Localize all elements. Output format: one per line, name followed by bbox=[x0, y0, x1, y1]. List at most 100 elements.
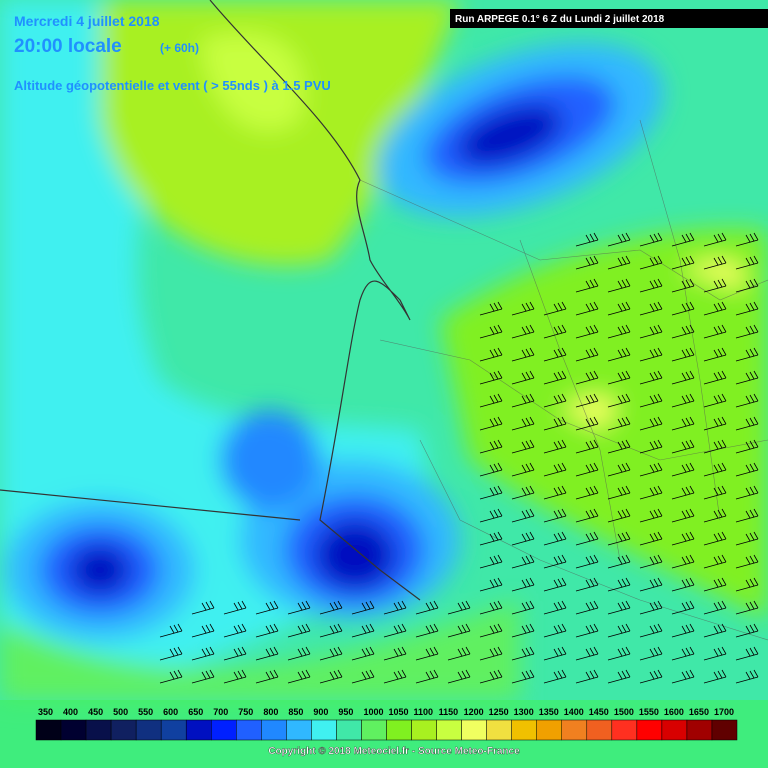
wind-barb bbox=[479, 324, 503, 339]
legend-swatch bbox=[35, 719, 62, 741]
wind-barb bbox=[287, 623, 311, 638]
legend-swatch bbox=[236, 719, 262, 741]
legend-swatch bbox=[536, 719, 563, 741]
wind-barb bbox=[639, 439, 663, 454]
legend-swatch bbox=[135, 719, 162, 741]
wind-barb bbox=[703, 347, 727, 362]
legend-label: 1150 bbox=[439, 707, 459, 717]
wind-barb bbox=[639, 416, 663, 431]
date: Mercredi 4 juillet 2018 bbox=[14, 13, 160, 29]
wind-barb bbox=[671, 393, 695, 408]
wind-barb bbox=[639, 669, 663, 684]
wind-barb bbox=[639, 370, 663, 385]
legend-swatch bbox=[311, 719, 337, 741]
wind-barb bbox=[735, 485, 759, 500]
wind-barb bbox=[479, 600, 503, 615]
legend-label: 1600 bbox=[664, 707, 684, 717]
wind-barb bbox=[671, 577, 695, 592]
time: 20:00 locale bbox=[14, 36, 122, 57]
wind-barb bbox=[703, 508, 727, 523]
wind-barb bbox=[511, 531, 535, 546]
wind-barb bbox=[415, 646, 439, 661]
legend-label: 400 bbox=[63, 707, 78, 717]
wind-barb bbox=[575, 370, 599, 385]
wind-barb bbox=[735, 623, 759, 638]
legend-label: 1650 bbox=[689, 707, 709, 717]
wind-barb bbox=[479, 577, 503, 592]
wind-barb bbox=[511, 370, 535, 385]
wind-barb bbox=[511, 669, 535, 684]
wind-barb bbox=[447, 646, 471, 661]
wind-barb bbox=[575, 577, 599, 592]
wind-barb bbox=[479, 462, 503, 477]
wind-barb bbox=[607, 347, 631, 362]
legend-swatch bbox=[611, 719, 638, 741]
legend-swatch bbox=[60, 719, 87, 741]
wind-barb bbox=[671, 370, 695, 385]
legend-swatch bbox=[711, 719, 738, 741]
wind-barb bbox=[671, 554, 695, 569]
wind-barb bbox=[383, 600, 407, 615]
legend: 350 400 450 500 550 600 650 700 750 800 850 900 950 1… bbox=[35, 707, 738, 741]
legend-swatch bbox=[361, 719, 387, 741]
legend-swatch bbox=[636, 719, 663, 741]
wind-barb bbox=[447, 669, 471, 684]
wind-barb bbox=[607, 462, 631, 477]
wind-barb bbox=[639, 646, 663, 661]
wind-barb bbox=[671, 462, 695, 477]
wind-barb bbox=[703, 600, 727, 615]
wind-barb bbox=[191, 669, 215, 684]
wind-barb bbox=[479, 393, 503, 408]
wind-barb bbox=[287, 646, 311, 661]
legend-label: 1500 bbox=[614, 707, 634, 717]
wind-barb bbox=[735, 232, 759, 247]
legend-swatch bbox=[661, 719, 688, 741]
wind-barb bbox=[575, 347, 599, 362]
wind-barb bbox=[671, 232, 695, 247]
wind-barb bbox=[383, 646, 407, 661]
legend-label: 900 bbox=[313, 707, 328, 717]
legend-label: 650 bbox=[188, 707, 203, 717]
wind-barb bbox=[735, 370, 759, 385]
wind-barb bbox=[703, 485, 727, 500]
wind-barb bbox=[671, 347, 695, 362]
wind-barb bbox=[479, 623, 503, 638]
wind-barb bbox=[191, 646, 215, 661]
wind-barb bbox=[159, 669, 183, 684]
wind-barb bbox=[319, 623, 343, 638]
legend-swatch bbox=[211, 719, 237, 741]
wind-barb bbox=[447, 600, 471, 615]
legend-label: 1450 bbox=[589, 707, 609, 717]
wind-barb bbox=[607, 324, 631, 339]
wind-barb bbox=[383, 669, 407, 684]
wind-barb bbox=[255, 600, 279, 615]
legend-label: 800 bbox=[263, 707, 278, 717]
wind-barb bbox=[735, 531, 759, 546]
wind-barb bbox=[735, 255, 759, 270]
wind-barb bbox=[511, 600, 535, 615]
wind-barb bbox=[607, 370, 631, 385]
legend-swatch bbox=[436, 719, 462, 741]
wind-barb bbox=[607, 393, 631, 408]
wind-barb bbox=[703, 554, 727, 569]
legend-label: 350 bbox=[38, 707, 53, 717]
wind-barb bbox=[639, 554, 663, 569]
wind-barb bbox=[351, 669, 375, 684]
wind-barb bbox=[735, 278, 759, 293]
legend-label: 1350 bbox=[539, 707, 559, 717]
wind-barb bbox=[287, 669, 311, 684]
wind-barb bbox=[607, 301, 631, 316]
legend-label: 500 bbox=[113, 707, 128, 717]
legend-swatch bbox=[486, 719, 512, 741]
wind-barb bbox=[607, 439, 631, 454]
legend-label: 700 bbox=[213, 707, 228, 717]
wind-barb bbox=[671, 531, 695, 546]
borders bbox=[359, 119, 768, 641]
wind-barb bbox=[639, 347, 663, 362]
run-box bbox=[450, 9, 768, 28]
wind-barb bbox=[415, 669, 439, 684]
wind-barb bbox=[479, 669, 503, 684]
wind-barb bbox=[703, 301, 727, 316]
wind-barb bbox=[703, 623, 727, 638]
